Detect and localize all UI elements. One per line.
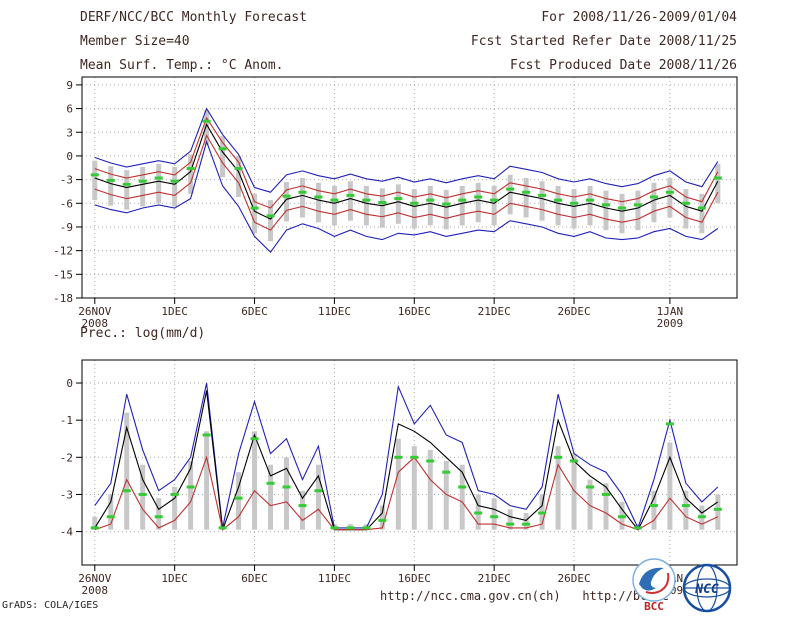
svg-text:1JAN: 1JAN bbox=[657, 305, 684, 318]
svg-text:-15: -15 bbox=[53, 268, 73, 281]
svg-text:2008: 2008 bbox=[82, 317, 109, 330]
svg-text:11DEC: 11DEC bbox=[318, 572, 351, 585]
svg-text:-6: -6 bbox=[60, 197, 73, 210]
svg-text:11DEC: 11DEC bbox=[318, 305, 351, 318]
ncc-logo-text: NCC bbox=[694, 582, 719, 597]
svg-text:6: 6 bbox=[66, 103, 73, 116]
svg-text:-18: -18 bbox=[53, 292, 73, 305]
svg-text:26NOV: 26NOV bbox=[78, 305, 111, 318]
svg-text:-12: -12 bbox=[53, 245, 73, 258]
svg-text:26NOV: 26NOV bbox=[78, 572, 111, 585]
svg-text:-9: -9 bbox=[60, 221, 73, 234]
precipitation-chart-title: Prec.: log(mm/d) bbox=[80, 326, 206, 341]
page-title: DERF/NCC/BCC Monthly Forecast bbox=[80, 10, 307, 25]
ncc-url-link[interactable]: http://ncc.cma.gov.cn(ch) bbox=[380, 589, 561, 603]
svg-text:2008: 2008 bbox=[82, 584, 109, 597]
forecast-range-label: For 2008/11/26-2009/01/04 bbox=[541, 10, 737, 25]
svg-text:1DEC: 1DEC bbox=[161, 305, 188, 318]
bcc-logo-text: BCC bbox=[644, 600, 664, 613]
svg-text:21DEC: 21DEC bbox=[478, 572, 511, 585]
temperature-chart-title: Mean Surf. Temp.: °C Anom. bbox=[80, 58, 284, 73]
svg-text:-3: -3 bbox=[60, 174, 73, 187]
svg-text:16DEC: 16DEC bbox=[398, 572, 431, 585]
svg-text:6DEC: 6DEC bbox=[241, 572, 268, 585]
svg-text:0: 0 bbox=[66, 377, 73, 390]
svg-text:26DEC: 26DEC bbox=[557, 305, 590, 318]
svg-text:1DEC: 1DEC bbox=[161, 572, 188, 585]
svg-text:9: 9 bbox=[66, 79, 73, 92]
refer-date-label: Fcst Started Refer Date 2008/11/25 bbox=[470, 34, 737, 49]
svg-text:3: 3 bbox=[66, 126, 73, 139]
footer-urls: http://ncc.cma.gov.cn(ch) http://bcc.c bbox=[380, 589, 669, 603]
grads-credit: GrADS: COLA/IGES bbox=[2, 600, 99, 611]
svg-text:-3: -3 bbox=[60, 488, 73, 501]
svg-text:0: 0 bbox=[66, 150, 73, 163]
svg-text:-4: -4 bbox=[60, 526, 74, 539]
member-size-label: Member Size=40 bbox=[80, 34, 190, 49]
produced-date-label: Fcst Produced Date 2008/11/26 bbox=[510, 58, 737, 73]
svg-text:-1: -1 bbox=[60, 414, 73, 427]
svg-text:16DEC: 16DEC bbox=[398, 305, 431, 318]
svg-text:-2: -2 bbox=[60, 451, 73, 464]
svg-text:6DEC: 6DEC bbox=[241, 305, 268, 318]
ncc-logo-icon: NCC bbox=[681, 562, 733, 618]
svg-text:26DEC: 26DEC bbox=[557, 572, 590, 585]
svg-text:2009: 2009 bbox=[657, 317, 684, 330]
bcc-logo-icon: BCC bbox=[630, 557, 678, 617]
svg-text:21DEC: 21DEC bbox=[478, 305, 511, 318]
